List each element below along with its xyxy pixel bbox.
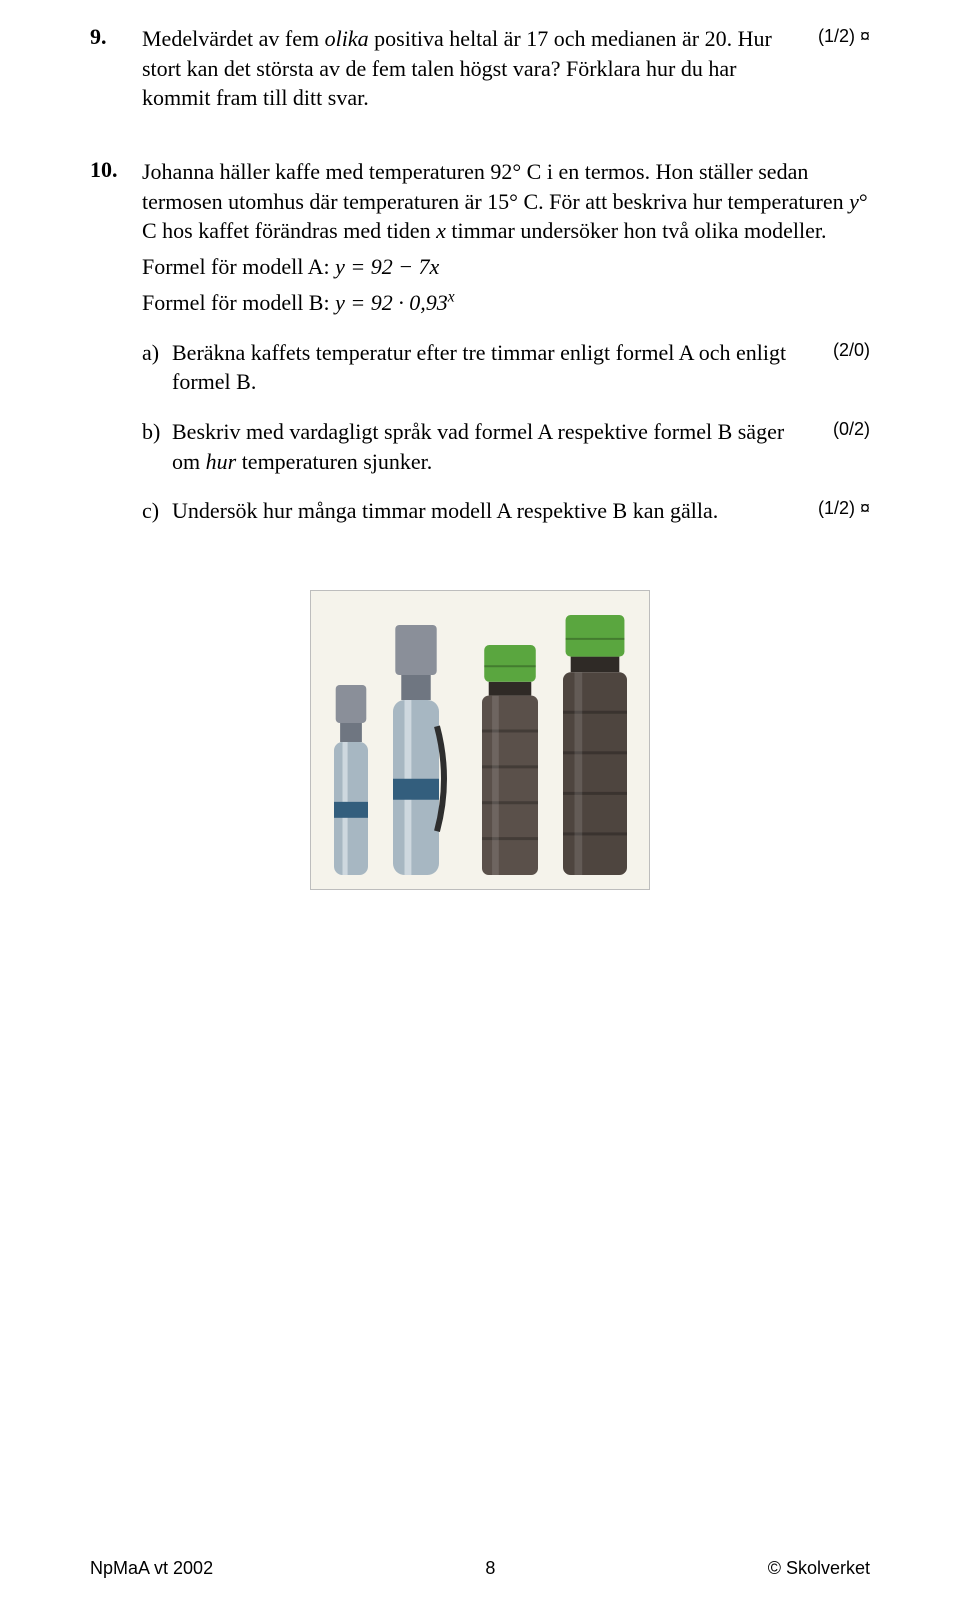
- thermos-figure: [90, 590, 870, 890]
- text-part: Medelvärdet av fem: [142, 26, 325, 51]
- formula-a: Formel för modell A: y = 92 − 7x: [142, 252, 870, 282]
- thermos-box: [310, 590, 650, 890]
- score: (1/2) ¤: [790, 496, 870, 520]
- sub-label: b): [142, 417, 172, 447]
- text-italic: olika: [325, 26, 369, 51]
- thermos-icon: [482, 645, 538, 875]
- thermos-icon: [393, 625, 457, 875]
- sub-text: Undersök hur många timmar modell A respe…: [172, 496, 870, 526]
- formula-math: y = 92 − 7x: [335, 254, 439, 279]
- text-part: temperaturen sjunker.: [236, 449, 432, 474]
- footer-right: © Skolverket: [768, 1558, 870, 1579]
- formula-label: Formel för modell B:: [142, 290, 335, 315]
- text-italic: y: [849, 189, 859, 214]
- sub-text: Beräkna kaffets temperatur efter tre tim…: [172, 338, 870, 397]
- sub-item-b: b) Beskriv med vardagligt språk vad form…: [142, 417, 870, 476]
- formula-b: Formel för modell B: y = 92 · 0,93x: [142, 288, 870, 318]
- footer-left: NpMaA vt 2002: [90, 1558, 213, 1579]
- score: (2/0): [790, 338, 870, 362]
- formula-math: y = 92 · 0,93x: [335, 290, 454, 315]
- formula-base: y = 92 · 0,93: [335, 290, 448, 315]
- score: (0/2): [790, 417, 870, 441]
- thermos-icon: [334, 685, 368, 875]
- problem-text: Medelvärdet av fem olika positiva heltal…: [142, 24, 790, 113]
- problem-number: 10.: [90, 157, 142, 546]
- sub-label: a): [142, 338, 172, 368]
- text-italic: hur: [206, 449, 237, 474]
- sub-text-content: Beräkna kaffets temperatur efter tre tim…: [172, 338, 790, 397]
- sub-text-content: Beskriv med vardagligt språk vad formel …: [172, 417, 790, 476]
- text-italic: x: [436, 218, 446, 243]
- footer-center: 8: [485, 1558, 495, 1579]
- formula-exp: x: [448, 288, 455, 305]
- problem-body: Johanna häller kaffe med temperaturen 92…: [142, 157, 870, 546]
- score: (1/2) ¤: [790, 24, 870, 48]
- sub-text: Beskriv med vardagligt språk vad formel …: [172, 417, 870, 476]
- text-part: timmar undersöker hon två olika modeller…: [446, 218, 827, 243]
- thermos-icon: [563, 615, 627, 875]
- problem-intro: Johanna häller kaffe med temperaturen 92…: [142, 157, 870, 246]
- problem-10: 10. Johanna häller kaffe med temperature…: [90, 157, 870, 546]
- formula-label: Formel för modell A:: [142, 254, 335, 279]
- problem-body: Medelvärdet av fem olika positiva heltal…: [142, 24, 870, 113]
- page-footer: NpMaA vt 2002 8 © Skolverket: [0, 1558, 960, 1579]
- sub-item-a: a) Beräkna kaffets temperatur efter tre …: [142, 338, 870, 397]
- sub-item-c: c) Undersök hur många timmar modell A re…: [142, 496, 870, 526]
- text-part: Johanna häller kaffe med temperaturen 92…: [142, 159, 849, 214]
- sub-list: a) Beräkna kaffets temperatur efter tre …: [142, 338, 870, 526]
- sub-text-content: Undersök hur många timmar modell A respe…: [172, 496, 790, 526]
- problem-number: 9.: [90, 24, 142, 113]
- sub-label: c): [142, 496, 172, 526]
- problem-9: 9. Medelvärdet av fem olika positiva hel…: [90, 24, 870, 113]
